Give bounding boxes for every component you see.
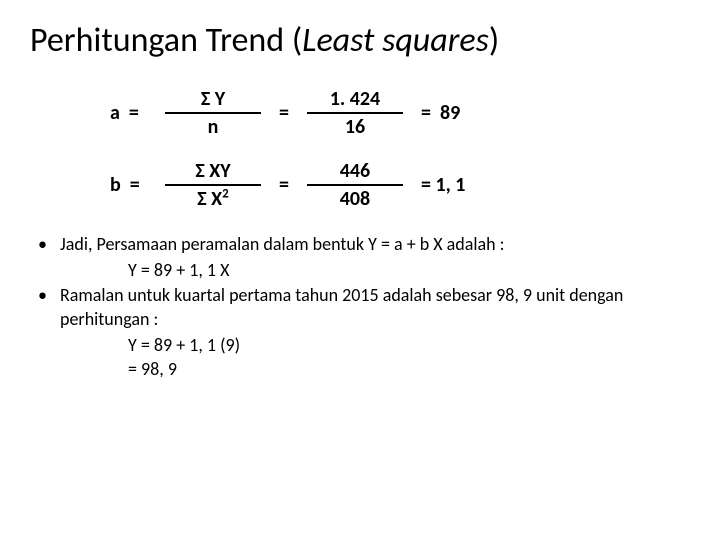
eq-a-frac2: 1. 424 16 [307, 86, 403, 140]
bullet-list: • Jadi, Persamaan peramalan dalam bentuk… [30, 232, 690, 382]
slide: Perhitungan Trend (Least squares) a = Σ … [0, 0, 720, 540]
title-text-plain: Perhitungan Trend ( [30, 20, 302, 61]
eq-b-frac2: 446 408 [307, 158, 403, 212]
eq-b-den2: 408 [307, 186, 403, 212]
eq-a-lhs: a = [110, 102, 165, 124]
bullet-item-2: • Ramalan untuk kuartal pertama tahun 20… [38, 283, 690, 332]
bullet-marker: • [38, 232, 60, 256]
slide-title: Perhitungan Trend (Least squares) [30, 20, 690, 61]
bullet-2-line3: = 98, 9 [38, 357, 690, 381]
eq-b-mid: = [261, 174, 307, 196]
eq-a-rhs: = 89 [403, 102, 460, 124]
eq-a-mid: = [261, 102, 307, 124]
eq-a-num1: Σ Y [165, 86, 261, 112]
eq-a-den2: 16 [307, 114, 403, 140]
bullet-1-text: Jadi, Persamaan peramalan dalam bentuk Y… [60, 232, 690, 256]
eq-b-num2: 446 [307, 158, 403, 184]
eq-b-num1: Σ XY [165, 158, 261, 184]
eq-b-den1-pre: Σ X [197, 187, 222, 211]
title-text-italic: Least squares [302, 20, 489, 61]
eq-b-frac1: Σ XY Σ X2 [165, 158, 261, 212]
bullet-1-line2: Y = 89 + 1, 1 X [38, 258, 690, 282]
eq-b-den1-sup: 2 [222, 186, 229, 201]
equation-b: b = Σ XY Σ X2 = 446 408 = 1, 1 [110, 158, 690, 212]
eq-a-frac1: Σ Y n [165, 86, 261, 140]
eq-b-den1: Σ X2 [165, 186, 261, 212]
equation-a: a = Σ Y n = 1. 424 16 = 89 [110, 86, 690, 140]
bullet-2-line2: Y = 89 + 1, 1 (9) [38, 333, 690, 357]
eq-b-rhs: = 1, 1 [403, 174, 465, 196]
bullet-item-1: • Jadi, Persamaan peramalan dalam bentuk… [38, 232, 690, 256]
title-text-close: ) [489, 20, 499, 61]
bullet-marker: • [38, 283, 60, 332]
eq-a-den1: n [165, 114, 261, 140]
bullet-2-text: Ramalan untuk kuartal pertama tahun 2015… [60, 283, 690, 332]
eq-a-num2: 1. 424 [307, 86, 403, 112]
eq-b-lhs: b = [110, 174, 165, 196]
